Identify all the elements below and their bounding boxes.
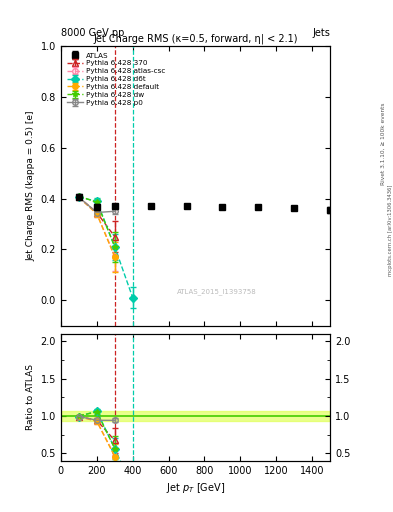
Y-axis label: Ratio to ATLAS: Ratio to ATLAS — [26, 364, 35, 430]
Text: mcplots.cern.ch [arXiv:1306.3436]: mcplots.cern.ch [arXiv:1306.3436] — [388, 185, 393, 276]
Text: ATLAS_2015_I1393758: ATLAS_2015_I1393758 — [177, 289, 257, 295]
Y-axis label: Jet Charge RMS (kappa = 0.5) [e]: Jet Charge RMS (kappa = 0.5) [e] — [26, 111, 35, 261]
Title: Jet Charge RMS (κ=0.5, forward, η| < 2.1): Jet Charge RMS (κ=0.5, forward, η| < 2.1… — [93, 34, 298, 45]
Text: Jets: Jets — [312, 28, 330, 38]
Text: 8000 GeV pp: 8000 GeV pp — [61, 28, 124, 38]
Legend: ATLAS, Pythia 6.428 370, Pythia 6.428 atlas-csc, Pythia 6.428 d6t, Pythia 6.428 : ATLAS, Pythia 6.428 370, Pythia 6.428 at… — [67, 53, 165, 105]
Bar — [61, 411, 330, 421]
Text: Rivet 3.1.10, ≥ 100k events: Rivet 3.1.10, ≥ 100k events — [381, 102, 386, 185]
X-axis label: Jet $p_T$ [GeV]: Jet $p_T$ [GeV] — [166, 481, 225, 495]
